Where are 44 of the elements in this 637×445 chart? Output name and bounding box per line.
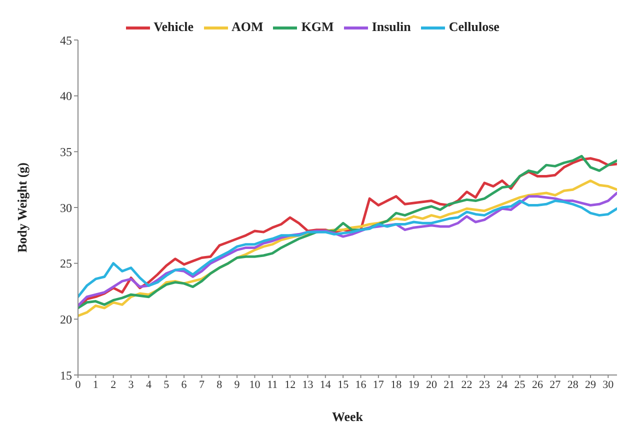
y-tick-label: 20 [60, 312, 72, 326]
legend-label: Insulin [372, 18, 411, 34]
x-tick-label: 26 [532, 378, 544, 391]
x-tick-label: 19 [408, 378, 420, 391]
x-tick-label: 27 [550, 378, 562, 391]
x-tick-label: 22 [461, 378, 472, 391]
x-tick-label: 29 [584, 378, 596, 391]
x-tick-label: 4 [146, 378, 152, 391]
x-tick-label: 28 [567, 378, 579, 391]
legend-label: AOM [232, 18, 264, 34]
x-tick-label: 5 [164, 378, 170, 391]
x-tick-label: 18 [390, 378, 402, 391]
x-tick-label: 3 [128, 378, 134, 391]
x-tick-label: 6 [181, 378, 188, 391]
x-tick-label: 25 [514, 378, 526, 391]
x-tick-label: 2 [110, 378, 116, 391]
x-tick-label: 7 [198, 378, 205, 391]
x-tick-label: 16 [355, 378, 367, 391]
x-tick-label: 30 [602, 378, 614, 391]
x-tick-label: 0 [75, 378, 82, 391]
legend-label: KGM [301, 18, 334, 34]
x-tick-label: 23 [478, 378, 490, 391]
y-tick-label: 45 [60, 33, 72, 48]
y-tick-label: 30 [60, 200, 72, 215]
x-tick-label: 8 [216, 378, 223, 391]
x-tick-label: 20 [426, 378, 438, 391]
x-axis-title: Week [332, 409, 364, 424]
y-tick-label: 40 [60, 89, 72, 104]
y-axis-title: Body Weight (g) [14, 162, 30, 253]
x-tick-label: 21 [444, 378, 455, 391]
x-tick-label: 11 [267, 378, 278, 391]
legend-label: Cellulose [448, 18, 500, 34]
legend-label: Vehicle [154, 18, 194, 34]
x-tick-label: 17 [372, 378, 384, 391]
x-tick-label: 24 [496, 378, 508, 391]
x-tick-label: 15 [338, 378, 350, 391]
x-tick-label: 1 [92, 378, 98, 391]
x-tick-label: 12 [284, 378, 296, 391]
x-tick-label: 9 [234, 378, 240, 391]
y-tick-label: 35 [60, 144, 72, 159]
x-tick-label: 14 [320, 378, 332, 391]
x-tick-label: 10 [249, 378, 261, 391]
y-tick-label: 25 [60, 256, 72, 271]
x-tick-label: 13 [302, 378, 314, 391]
